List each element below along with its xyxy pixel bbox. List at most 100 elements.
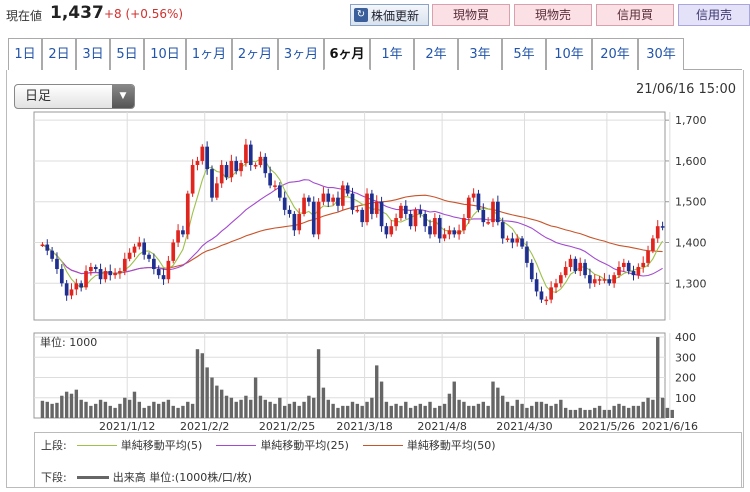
volume-bar xyxy=(510,405,515,418)
price-panel xyxy=(33,111,666,321)
tab-period-15[interactable]: 30年 xyxy=(638,38,684,70)
legend-volume-swatch xyxy=(76,475,109,479)
volume-bar xyxy=(127,399,132,418)
candle xyxy=(481,209,486,223)
volume-bar xyxy=(491,381,495,418)
volume-bar xyxy=(224,395,229,418)
volume-bar xyxy=(186,401,190,418)
volume-bar xyxy=(399,405,403,418)
volume-bar xyxy=(670,409,674,418)
candle xyxy=(607,279,612,284)
candle xyxy=(428,226,432,235)
candle xyxy=(316,201,321,235)
volume-bar xyxy=(588,409,592,418)
candle xyxy=(282,197,287,210)
volume-bar xyxy=(79,399,83,418)
volume-bar xyxy=(287,403,292,418)
candle xyxy=(510,238,515,243)
tab-period-1[interactable]: 2日 xyxy=(42,38,76,70)
volume-bar xyxy=(278,397,282,418)
tab-period-11[interactable]: 3年 xyxy=(458,38,502,70)
candle xyxy=(631,271,636,276)
volume-bar xyxy=(142,407,146,418)
volume-bar xyxy=(94,403,98,418)
legend-ma5-line xyxy=(76,444,117,446)
volume-bar xyxy=(428,401,432,418)
candle xyxy=(602,279,607,281)
volume-bar xyxy=(69,393,74,418)
volume-bar xyxy=(646,397,650,418)
legend-lower-label: 下段: xyxy=(41,471,67,484)
volume-bar xyxy=(539,401,544,418)
volume-bar xyxy=(98,399,103,418)
spot-sell-button[interactable]: 現物売 xyxy=(514,4,592,26)
tab-period-5[interactable]: 1ヶ月 xyxy=(186,38,232,70)
tab-period-0[interactable]: 1日 xyxy=(8,38,42,70)
volume-bar xyxy=(471,405,476,418)
tab-period-12[interactable]: 5年 xyxy=(502,38,546,70)
candle xyxy=(200,146,205,161)
volume-bar xyxy=(234,401,238,418)
candle xyxy=(423,213,428,227)
candle xyxy=(152,258,156,270)
interval-select[interactable]: 日足 ▼ xyxy=(14,84,135,109)
volume-bar xyxy=(292,401,297,418)
volume-bar xyxy=(544,403,548,418)
volume-bar xyxy=(413,405,418,418)
candle xyxy=(127,252,132,259)
volume-bar xyxy=(651,399,655,418)
spot-buy-button[interactable]: 現物買 xyxy=(432,4,510,26)
tab-period-9[interactable]: 1年 xyxy=(370,38,414,70)
volume-bar xyxy=(559,399,563,418)
candle xyxy=(447,230,452,235)
tab-period-14[interactable]: 20年 xyxy=(592,38,638,70)
candle xyxy=(597,279,602,281)
x-tick-label: 2021/1/12 xyxy=(99,420,155,433)
tab-period-3[interactable]: 5日 xyxy=(110,38,144,70)
tab-period-6[interactable]: 2ヶ月 xyxy=(232,38,278,70)
tab-period-8[interactable]: 6ヶ月 xyxy=(324,38,370,70)
volume-bar xyxy=(132,391,137,418)
refresh-button[interactable]: ↻ 株価更新 xyxy=(350,4,429,26)
tab-period-10[interactable]: 2年 xyxy=(414,38,458,70)
x-tick-label: 2021/5/26 xyxy=(579,420,635,433)
volume-bar xyxy=(636,405,641,418)
volume-bar xyxy=(384,401,389,418)
chevron-down-icon: ▼ xyxy=(112,85,134,108)
candle xyxy=(258,156,263,166)
volume-bar xyxy=(665,407,670,418)
volume-bar xyxy=(321,387,326,418)
candle xyxy=(161,275,166,280)
candle xyxy=(626,262,631,272)
candle xyxy=(646,250,650,263)
candle xyxy=(500,222,505,239)
volume-bar xyxy=(113,407,117,418)
candle xyxy=(466,197,471,219)
candle xyxy=(311,201,316,235)
current-price: 1,437 xyxy=(50,3,104,23)
candle xyxy=(253,165,258,167)
tab-period-4[interactable]: 10日 xyxy=(144,38,186,70)
volume-bar xyxy=(45,401,49,418)
tab-period-13[interactable]: 10年 xyxy=(546,38,592,70)
refresh-label: 株価更新 xyxy=(371,8,420,23)
candle xyxy=(365,193,369,223)
candle xyxy=(433,218,437,235)
volume-bar xyxy=(408,407,413,418)
volume-bar xyxy=(404,401,408,418)
candle xyxy=(660,226,665,228)
candle xyxy=(413,209,418,227)
volume-bar xyxy=(74,389,79,418)
volume-bar xyxy=(375,365,379,418)
tab-period-2[interactable]: 3日 xyxy=(76,38,110,70)
y-tick-label: 1,500 xyxy=(675,196,707,209)
candle xyxy=(185,193,190,235)
margin-sell-button[interactable]: 信用売 xyxy=(678,4,750,26)
volume-bar xyxy=(89,405,93,418)
volume-bar xyxy=(607,409,611,418)
margin-buy-button[interactable]: 信用買 xyxy=(596,4,674,26)
y-tick-label: 1,300 xyxy=(675,277,707,290)
tab-period-7[interactable]: 3ヶ月 xyxy=(278,38,324,70)
candle xyxy=(563,266,568,276)
